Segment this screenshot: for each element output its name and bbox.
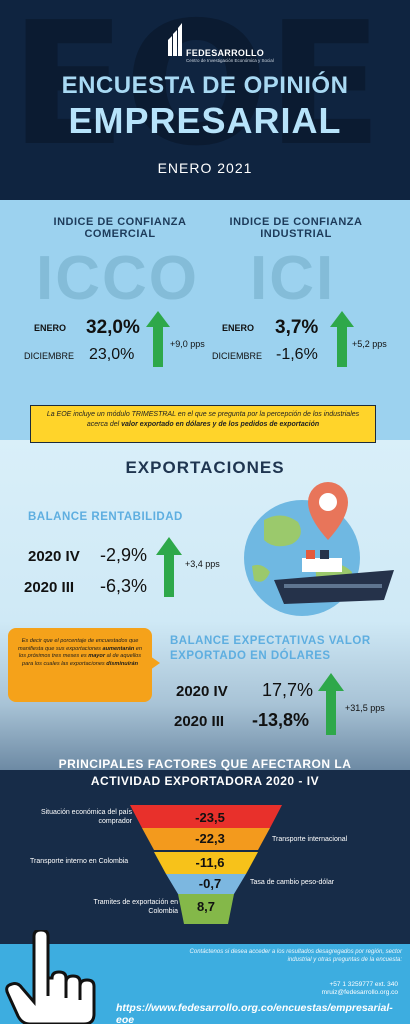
factor-label-1: Situación económica del país comprador <box>40 809 132 825</box>
bubble-text-1: Es decir que el porcentaje de encuestado… <box>17 638 139 652</box>
icco-up-arrow-icon <box>146 311 170 367</box>
bubble-text-6: disminuirán <box>106 660 138 667</box>
profit-value-1: -2,9% <box>100 545 148 565</box>
factors-title-line1: PRINCIPALES FACTORES QUE AFECTARON LA <box>58 757 352 771</box>
ici-current-label: ENERO <box>222 323 255 333</box>
funnel-band-5 <box>178 894 234 924</box>
ici-change: +5,2 pps <box>352 339 387 349</box>
contact-text: Contáctenos si desea acceder a los resul… <box>189 949 402 963</box>
profit-value-2: -6,3% <box>100 576 148 596</box>
funnel-band-2 <box>142 828 270 850</box>
profit-change: +3,4 pps <box>185 559 220 569</box>
explanation-bubble: Es decir que el porcentaje de encuestado… <box>8 628 152 702</box>
contact-email[interactable]: mruiz@fedesarrollo.org.co <box>321 989 398 996</box>
survey-url-link[interactable]: https://www.fedesarrollo.org.co/encuesta… <box>116 1002 393 1024</box>
page-title-line2: EMPRESARIAL <box>68 100 342 141</box>
funnel-band-4 <box>166 874 246 894</box>
factor-value-2: -22,3 <box>195 831 225 846</box>
contact-details: +57 1 3259777 ext. 340 mruiz@fedesarroll… <box>250 981 398 997</box>
factors-title-line2: ACTIVIDAD EXPORTADORA 2020 - IV <box>90 774 320 788</box>
icco-current-value: 32,0% <box>86 317 140 338</box>
ici-title-line2: INDUSTRIAL <box>260 228 332 240</box>
bubble-text-2: aumentarán <box>102 645 135 652</box>
icco-current-label: ENERO <box>34 323 67 333</box>
bubble-text-3: en los próximos tres meses es <box>18 645 143 660</box>
ici-title-line1: INDICE DE CONFIANZA <box>229 216 363 228</box>
bubble-text-4: mayor <box>88 653 106 660</box>
exports-title: EXPORTACIONES <box>125 458 285 477</box>
quarterly-module-note: La EOE incluye un módulo TRIMESTRAL en e… <box>30 405 376 443</box>
profit-up-arrow-icon <box>156 537 182 597</box>
expectations-up-arrow-icon <box>318 673 344 735</box>
header-watermark: EOE <box>10 0 383 184</box>
icco-previous-label: DICIEMBRE <box>24 351 75 361</box>
factor-value-1: -23,5 <box>195 810 225 825</box>
factor-value-5: 8,7 <box>196 899 216 914</box>
bubble-text-5: al de aquellos para los cuales las expor… <box>22 653 142 667</box>
factor-label-3: Transporte interno en Colombia <box>30 858 129 865</box>
factors-title: PRINCIPALES FACTORES QUE AFECTARON LA AC… <box>0 756 410 790</box>
note-text-bold: valor exportado en dólares y de los pedi… <box>121 421 320 428</box>
icco-title-line2: COMERCIAL <box>84 228 156 240</box>
profit-period-2: 2020 III <box>24 579 75 596</box>
factors-funnel <box>130 805 282 924</box>
ici-title: INDICE DE CONFIANZA INDUSTRIAL <box>216 216 376 240</box>
icco-change: +9,0 pps <box>170 339 205 349</box>
icco-previous-value: 23,0% <box>89 346 135 363</box>
note-text: La EOE incluye un módulo TRIMESTRAL en e… <box>46 411 360 428</box>
header-section <box>0 0 410 200</box>
expectations-change: +31,5 pps <box>345 703 385 713</box>
factor-value-4: -0,7 <box>198 876 222 891</box>
page-title-line1: ENCUESTA DE OPINIÓN <box>61 72 349 99</box>
ici-current-value: 3,7% <box>275 317 319 338</box>
expectations-title-line2: EXPORTADO EN DÓLARES <box>170 650 331 662</box>
contact-phone: +57 1 3259777 ext. 340 <box>329 981 399 988</box>
pointing-hand-icon <box>5 930 96 1024</box>
fedesarrollo-logo-icon <box>168 23 182 56</box>
factor-label-5: Tramites de exportación en Colombia <box>93 899 178 915</box>
globe-ship-illustration <box>244 482 394 616</box>
ici-up-arrow-icon <box>330 311 354 367</box>
factor-label-2: Transporte internacional <box>272 836 348 843</box>
ici-previous-label: DICIEMBRE <box>212 351 263 361</box>
expectations-value-1: 17,7% <box>262 680 314 700</box>
survey-date: ENERO 2021 <box>157 160 253 176</box>
logo-name: FEDESARROLLO <box>186 48 265 58</box>
expectations-title-line1: BALANCE EXPECTATIVAS VALOR <box>170 635 371 647</box>
expectations-period-2: 2020 III <box>174 713 225 730</box>
expectations-value-2: -13,8% <box>252 710 310 730</box>
icco-title: INDICE DE CONFIANZA COMERCIAL <box>40 216 200 240</box>
ici-acronym: ICI <box>250 244 336 313</box>
expectations-period-1: 2020 IV <box>176 683 228 700</box>
funnel-band-1 <box>130 805 282 828</box>
factor-label-4: Tasa de cambio peso-dólar <box>250 879 335 886</box>
icco-title-line1: INDICE DE CONFIANZA <box>53 216 187 228</box>
profit-balance-title: BALANCE RENTABILIDAD <box>28 511 183 523</box>
logo-subtitle: Centro de Investigación Económica y Soci… <box>186 58 274 63</box>
factor-value-3: -11,6 <box>195 855 225 870</box>
icco-acronym: ICCO <box>36 244 199 313</box>
expectations-balance-title: BALANCE EXPECTATIVAS VALOR EXPORTADO EN … <box>170 634 371 664</box>
ici-previous-value: -1,6% <box>276 346 318 363</box>
profit-period-1: 2020 IV <box>28 548 80 565</box>
funnel-band-3 <box>154 852 258 874</box>
bubble-tail <box>150 656 160 670</box>
